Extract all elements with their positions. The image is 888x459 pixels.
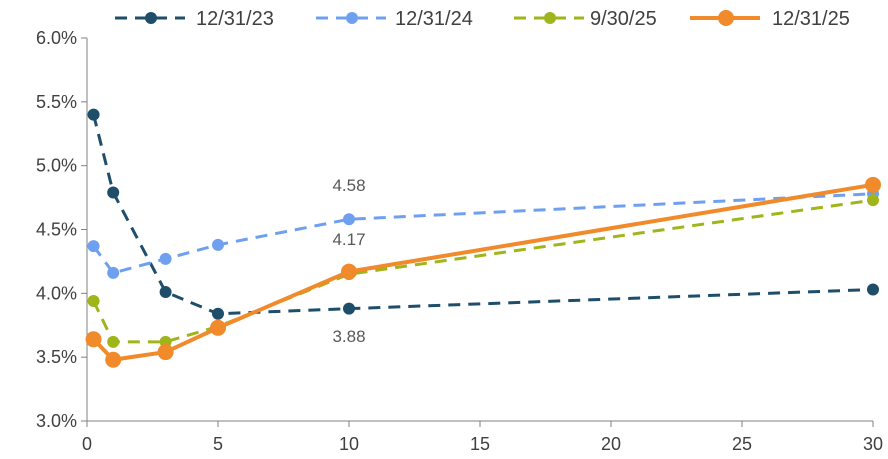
x-tick-label: 0	[82, 434, 92, 454]
legend-item: 12/31/23	[115, 8, 274, 30]
data-point	[105, 351, 122, 368]
data-point	[210, 319, 226, 336]
legend-marker	[544, 12, 556, 24]
data-point	[865, 176, 881, 193]
x-axis-ticks: 0 5 10 15 20 25 30	[82, 421, 883, 454]
legend-label: 12/31/25	[772, 8, 850, 30]
data-point	[85, 331, 102, 348]
x-tick-label: 15	[470, 434, 490, 454]
y-tick-label: 5.0%	[36, 156, 77, 176]
legend-marker	[718, 10, 734, 26]
x-tick-label: 5	[213, 434, 223, 454]
series-line	[92, 182, 874, 362]
data-label: 3.88	[332, 327, 365, 346]
data-point	[212, 307, 224, 320]
data-point	[343, 213, 355, 226]
legend-item: 9/30/25	[514, 8, 657, 30]
annotations: 4.58 4.17 3.88	[332, 176, 365, 346]
data-point	[341, 263, 357, 280]
y-tick-label: 6.0%	[36, 28, 77, 48]
series-line	[92, 198, 874, 344]
data-point	[867, 194, 879, 207]
data-point	[343, 302, 355, 315]
legend-label: 12/31/23	[196, 8, 274, 30]
series-group	[85, 108, 881, 368]
data-point	[107, 335, 120, 348]
series-line	[92, 114, 874, 316]
y-tick-label: 5.5%	[36, 92, 77, 112]
y-tick-label: 3.0%	[36, 411, 77, 431]
y-tick-label: 4.5%	[36, 220, 77, 240]
series-12-31-25	[85, 176, 881, 368]
data-point	[87, 240, 100, 253]
data-point	[87, 108, 100, 121]
legend-item: 12/31/24	[316, 8, 473, 30]
series-12-31-24	[87, 187, 879, 279]
x-tick-label: 30	[863, 434, 883, 454]
y-axis-ticks: 3.0% 3.5% 4.0% 4.5% 5.0% 5.5% 6.0%	[36, 28, 87, 431]
data-point	[107, 266, 120, 279]
legend-marker	[346, 12, 358, 24]
x-tick-label: 10	[339, 434, 359, 454]
data-point	[867, 283, 879, 296]
axes	[86, 38, 873, 422]
x-tick-label: 25	[732, 434, 752, 454]
legend-item: 12/31/25	[690, 8, 850, 30]
data-point	[212, 238, 224, 251]
x-tick-label: 20	[601, 434, 621, 454]
y-tick-label: 4.0%	[36, 283, 77, 303]
series-9-30-25	[87, 194, 879, 348]
data-label: 4.17	[332, 230, 365, 249]
data-point	[159, 286, 172, 299]
data-point	[107, 186, 120, 199]
legend-label: 9/30/25	[590, 8, 657, 30]
data-label: 4.58	[332, 176, 365, 195]
data-point	[157, 344, 174, 361]
legend-marker	[145, 12, 157, 24]
legend-label: 12/31/24	[395, 8, 473, 30]
y-tick-label: 3.5%	[36, 347, 77, 367]
series-12-31-23	[87, 108, 879, 320]
data-point	[87, 294, 100, 307]
data-point	[159, 252, 172, 265]
legend: 12/31/23 12/31/24 9/30/25 12/31/25	[115, 8, 850, 30]
